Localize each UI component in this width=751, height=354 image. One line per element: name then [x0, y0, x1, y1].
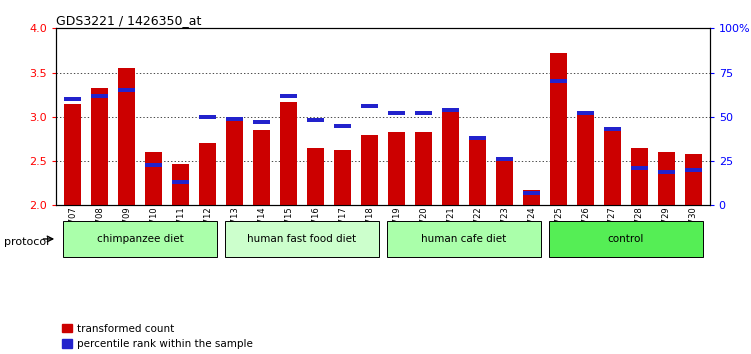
Bar	[605, 127, 620, 131]
Bar	[469, 139, 486, 205]
Bar	[686, 168, 701, 172]
Bar	[605, 130, 620, 205]
Text: protocol: protocol	[4, 238, 49, 247]
Bar	[550, 53, 566, 205]
Bar	[523, 191, 540, 195]
Bar	[307, 118, 324, 122]
Bar	[119, 68, 134, 205]
Bar	[442, 113, 459, 205]
Bar	[496, 161, 513, 205]
Bar	[253, 130, 270, 205]
Bar	[442, 108, 459, 112]
Bar	[334, 124, 351, 128]
Bar	[146, 152, 161, 205]
Bar	[388, 111, 405, 115]
Bar	[253, 120, 270, 124]
Bar	[119, 88, 134, 92]
FancyBboxPatch shape	[549, 221, 703, 257]
Bar	[280, 93, 297, 97]
Text: chimpanzee diet: chimpanzee diet	[97, 234, 183, 244]
Bar	[415, 111, 432, 115]
Bar	[226, 117, 243, 205]
Bar	[173, 164, 189, 205]
Bar	[496, 157, 513, 161]
Bar	[550, 80, 566, 84]
Legend: transformed count, percentile rank within the sample: transformed count, percentile rank withi…	[62, 324, 253, 349]
FancyBboxPatch shape	[225, 221, 379, 257]
Bar	[226, 116, 243, 120]
FancyBboxPatch shape	[63, 221, 217, 257]
Bar	[632, 148, 647, 205]
Bar	[523, 190, 540, 205]
Bar	[65, 104, 80, 205]
Bar	[469, 136, 486, 140]
Bar	[200, 115, 216, 119]
Bar	[65, 97, 80, 101]
Bar	[307, 148, 324, 205]
Bar	[578, 113, 593, 205]
Bar	[146, 162, 161, 166]
Text: control: control	[608, 234, 644, 244]
Bar	[578, 111, 593, 115]
Bar	[334, 150, 351, 205]
Bar	[92, 93, 107, 97]
Bar	[92, 88, 107, 205]
FancyBboxPatch shape	[387, 221, 541, 257]
Bar	[686, 154, 701, 205]
Bar	[280, 102, 297, 205]
Bar	[659, 170, 674, 174]
Bar	[173, 181, 189, 184]
Bar	[200, 143, 216, 205]
Bar	[361, 135, 378, 205]
Text: GDS3221 / 1426350_at: GDS3221 / 1426350_at	[56, 14, 202, 27]
Text: human fast food diet: human fast food diet	[247, 234, 357, 244]
Bar	[415, 132, 432, 205]
Bar	[659, 152, 674, 205]
Bar	[632, 166, 647, 170]
Bar	[388, 132, 405, 205]
Text: human cafe diet: human cafe diet	[421, 234, 507, 244]
Bar	[361, 104, 378, 108]
